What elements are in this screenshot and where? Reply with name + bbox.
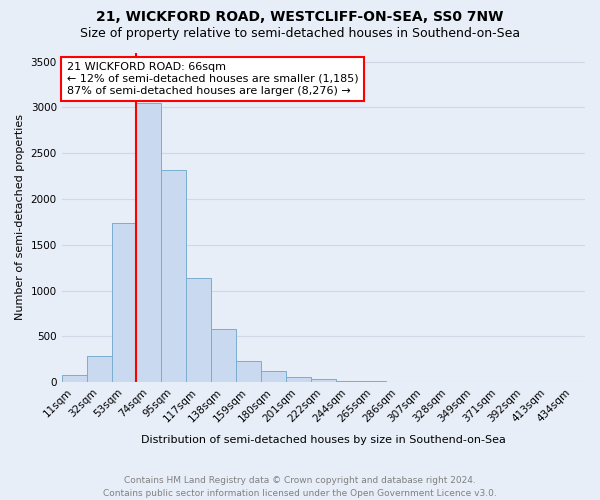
Bar (236, 361, 261, 382)
Bar (211, 329, 236, 382)
Text: 21 WICKFORD ROAD: 66sqm
← 12% of semi-detached houses are smaller (1,185)
87% of: 21 WICKFORD ROAD: 66sqm ← 12% of semi-de… (67, 62, 359, 96)
Bar (186, 278, 211, 382)
Bar (286, 376, 311, 382)
Bar (161, 170, 186, 382)
Text: Size of property relative to semi-detached houses in Southend-on-Sea: Size of property relative to semi-detach… (80, 28, 520, 40)
X-axis label: Distribution of semi-detached houses by size in Southend-on-Sea: Distribution of semi-detached houses by … (141, 435, 506, 445)
Bar (311, 380, 336, 382)
Bar (336, 381, 361, 382)
Bar (261, 371, 286, 382)
Text: Contains HM Land Registry data © Crown copyright and database right 2024.
Contai: Contains HM Land Registry data © Crown c… (103, 476, 497, 498)
Bar (136, 103, 161, 382)
Text: 21, WICKFORD ROAD, WESTCLIFF-ON-SEA, SS0 7NW: 21, WICKFORD ROAD, WESTCLIFF-ON-SEA, SS0… (97, 10, 503, 24)
Bar (86, 356, 112, 382)
Y-axis label: Number of semi-detached properties: Number of semi-detached properties (15, 114, 25, 320)
Bar (112, 223, 136, 382)
Bar (62, 375, 86, 382)
